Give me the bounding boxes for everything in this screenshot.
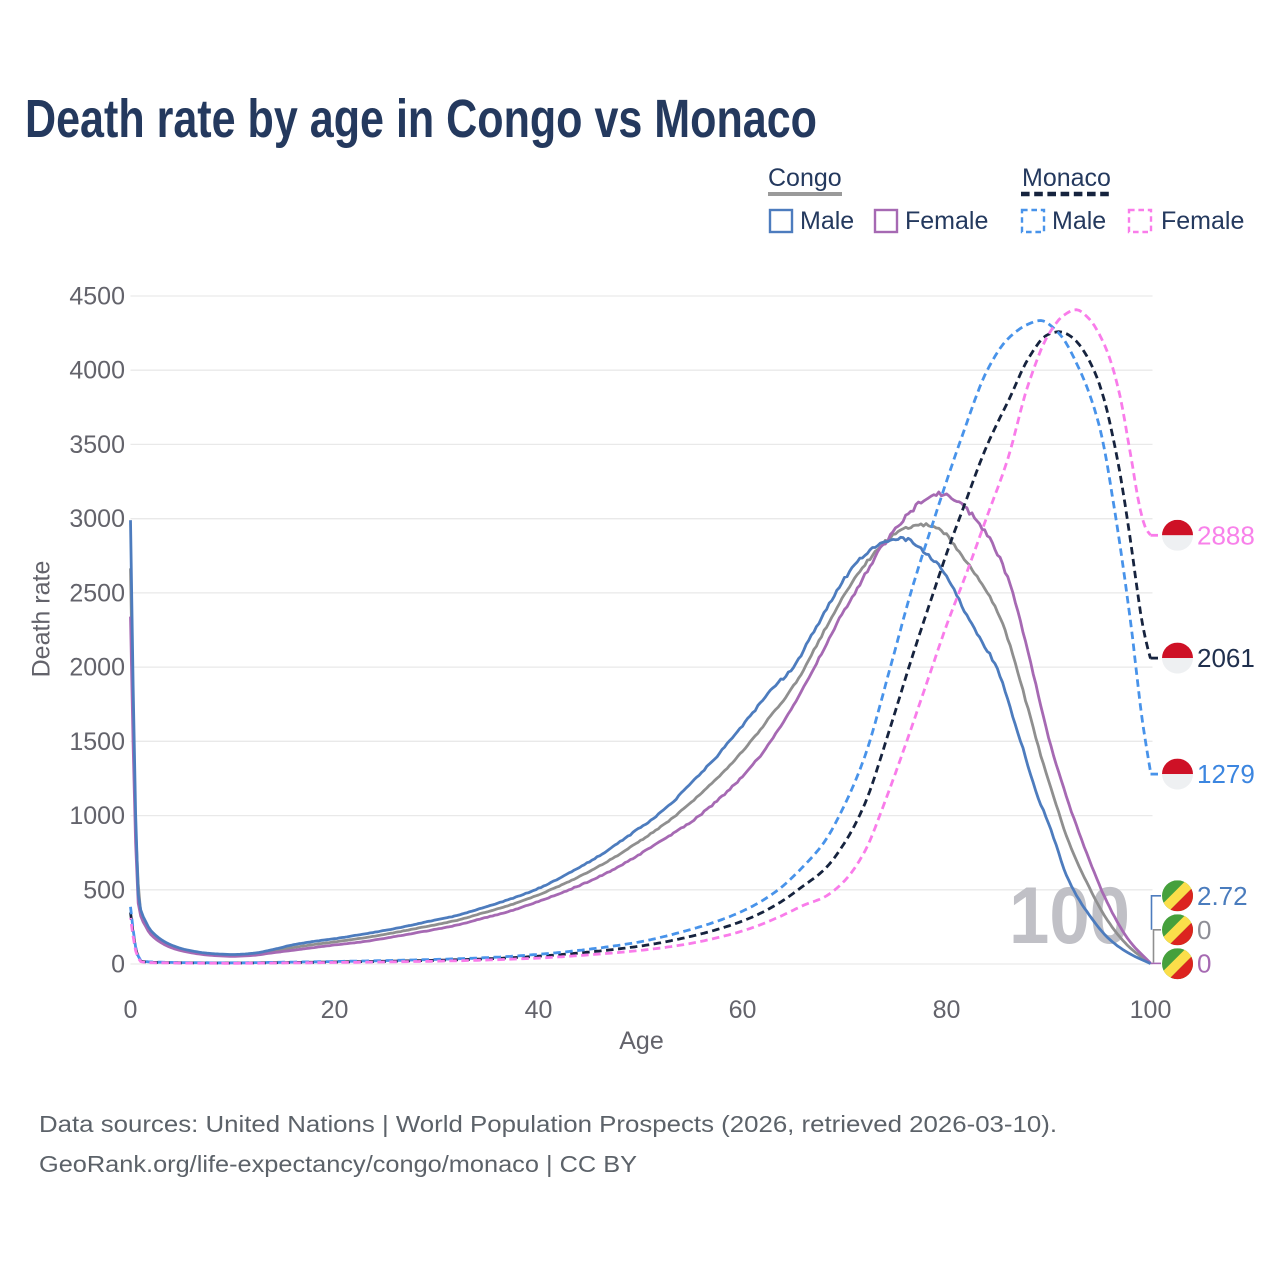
svg-text:100: 100 — [1130, 996, 1172, 1024]
svg-text:2.72: 2.72 — [1197, 881, 1248, 911]
svg-text:Female: Female — [905, 207, 988, 235]
svg-text:20: 20 — [321, 996, 349, 1024]
svg-text:100: 100 — [1009, 871, 1130, 961]
svg-text:2888: 2888 — [1197, 520, 1255, 550]
svg-text:Death rate: Death rate — [28, 561, 56, 678]
svg-text:2500: 2500 — [69, 579, 125, 607]
svg-text:Female: Female — [1161, 207, 1244, 235]
svg-text:1500: 1500 — [69, 728, 125, 756]
svg-text:40: 40 — [525, 996, 553, 1024]
svg-text:GeoRank.org/life-expectancy/co: GeoRank.org/life-expectancy/congo/monaco… — [39, 1151, 637, 1177]
svg-text:4000: 4000 — [69, 357, 125, 385]
svg-text:2000: 2000 — [69, 654, 125, 682]
svg-text:0: 0 — [1197, 949, 1211, 979]
svg-text:500: 500 — [83, 876, 125, 904]
svg-text:Male: Male — [1052, 207, 1106, 235]
svg-text:Death rate by age in Congo vs: Death rate by age in Congo vs Monaco — [25, 89, 817, 149]
svg-text:Male: Male — [800, 207, 854, 235]
svg-text:2061: 2061 — [1197, 643, 1255, 673]
svg-text:0: 0 — [124, 996, 138, 1024]
svg-text:1000: 1000 — [69, 802, 125, 830]
svg-text:3000: 3000 — [69, 505, 125, 533]
svg-text:Congo: Congo — [768, 164, 842, 192]
svg-text:0: 0 — [111, 951, 125, 979]
svg-text:Data sources: United Nations |: Data sources: United Nations | World Pop… — [39, 1111, 1057, 1137]
svg-text:Age: Age — [619, 1027, 663, 1055]
svg-text:3500: 3500 — [69, 431, 125, 459]
svg-text:80: 80 — [933, 996, 961, 1024]
svg-text:60: 60 — [729, 996, 757, 1024]
svg-text:0: 0 — [1197, 915, 1211, 945]
svg-text:4500: 4500 — [69, 283, 125, 311]
svg-text:Monaco: Monaco — [1022, 164, 1111, 192]
svg-text:1279: 1279 — [1197, 759, 1255, 789]
